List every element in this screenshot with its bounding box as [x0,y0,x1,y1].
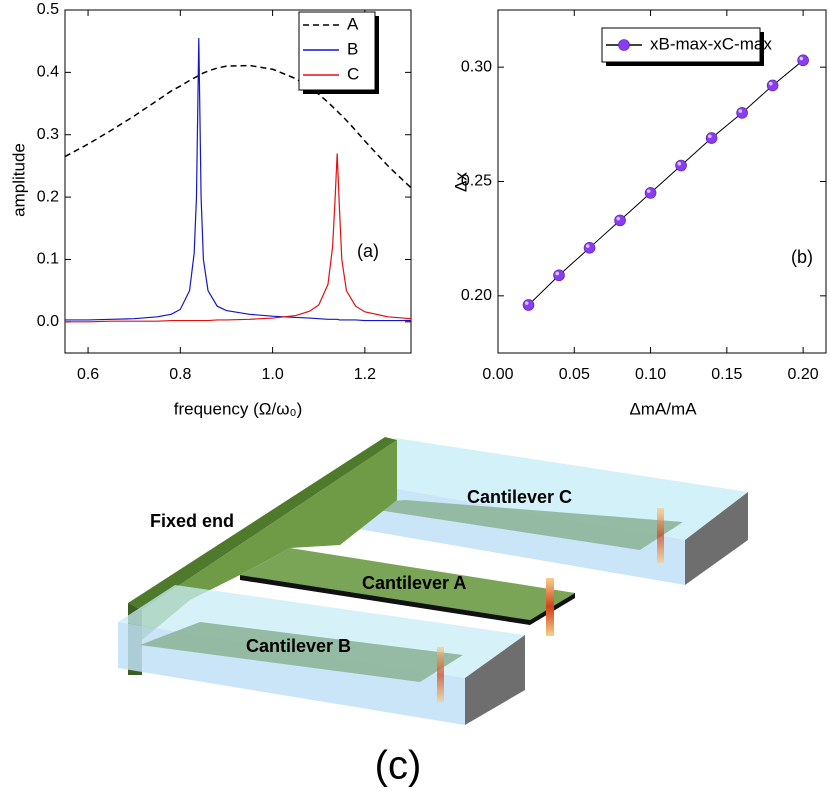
y-tick-label: 0.25 [461,173,492,190]
point-highlight [677,161,682,166]
x-tick-label: 0.05 [559,366,590,383]
y-tick-label: 0.3 [37,126,59,143]
line-series [64,64,412,189]
y-tick-label: 0.20 [461,287,492,304]
beam-b [140,622,463,682]
legend-label: A [347,14,359,33]
point [644,187,657,199]
chart: 0.6 0.8 1.0 1.2 0.0 0.1 0.2 0.3 0.4 0.5 frequency … [9,1,412,418]
y-tick-label: 0.30 [461,58,492,75]
point-highlight [524,301,529,305]
point-highlight [799,56,804,61]
box-c-top [335,438,748,540]
point [553,269,565,282]
point [675,159,687,172]
x-tick-label: 0.10 [635,366,666,383]
x-axis-label: frequency (Ω/ω₀) [174,399,302,418]
y-tick-label: 0.1 [37,251,59,268]
chart: 0.00 0.05 0.10 0.15 0.20 0.20 0.25 0.30 ΔmA/mA Δx… [451,9,827,418]
beam-a [240,548,575,620]
x-tick-label: 1.2 [354,366,376,383]
x-tick-label: 0.8 [169,366,191,383]
diagram: Fixed end Cantilever A Cantilever B Cant… [118,437,748,788]
label-cantilever-c: Cantilever C [467,487,572,507]
point-highlight [769,81,773,86]
y-axis-label: amplitude [9,143,28,217]
point [705,132,718,144]
y-tick-label: 0.2 [37,188,59,205]
point [522,299,535,311]
plot-frame [64,9,412,354]
legend-box [298,11,376,91]
label-cantilever-b: Cantilever B [246,636,351,656]
point-highlight [585,244,590,248]
line-series [65,153,412,323]
y-tick-label: 0.0 [37,313,59,330]
vibration-arrow [437,647,444,702]
legend-label: B [347,39,358,58]
x-tick-label: 0.15 [711,366,742,383]
x-tick-label: 1.0 [261,366,283,383]
vibration-arrow [657,508,664,563]
y-tick-label: 0.5 [37,1,59,18]
annotation: (a) [357,241,379,261]
legend-label: C [347,64,359,83]
x-tick-label: 0.00 [482,366,513,383]
legend-label: xB-max-xC-max [650,34,772,53]
point [583,242,596,254]
x-tick-label: 0.20 [788,366,819,383]
annotation: (b) [791,247,813,267]
caption: (c) [375,744,422,788]
line-series [65,38,411,322]
point [766,79,779,92]
x-tick-label: 0.6 [77,366,99,383]
box-c-side [685,492,748,585]
box-b-side [465,635,525,725]
point-highlight [616,216,621,221]
beam-c [345,500,683,550]
y-axis-label: Δx [451,172,470,192]
point-highlight [646,189,651,193]
line-series [528,59,804,306]
label-fixed-end: Fixed end [150,511,234,531]
legend-marker [618,39,630,51]
vibration-arrow [546,578,554,636]
point [797,54,809,67]
point-highlight [707,134,712,139]
point-highlight [555,271,560,276]
point [736,107,748,119]
x-axis-label: ΔmA/mA [629,399,697,418]
point [614,214,626,227]
point-highlight [738,109,743,113]
fixed-end-top [128,437,397,610]
label-cantilever-a: Cantilever A [362,573,466,593]
y-tick-label: 0.4 [37,64,59,81]
